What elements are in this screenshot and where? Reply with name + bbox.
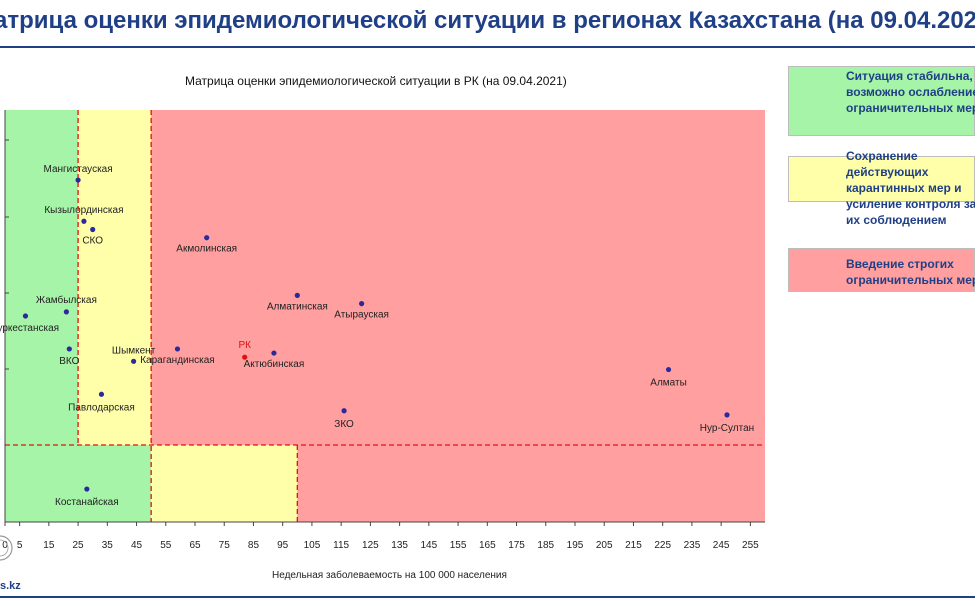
- x-tick-label-165: 165: [479, 540, 496, 551]
- point-1: [81, 218, 87, 224]
- legend-text-green: Ситуация стабильна, возможно ослабление …: [846, 69, 975, 115]
- x-axis-label: Недельная заболеваемость на 100 000 насе…: [272, 570, 507, 581]
- zone-yellow-bottom: [151, 445, 298, 522]
- point-9: [131, 358, 137, 364]
- x-tick-label-235: 235: [684, 540, 701, 551]
- point-4: [63, 309, 69, 315]
- point-label-15: ЗКО: [334, 419, 354, 430]
- legend-swatch-green: [788, 66, 975, 136]
- x-tick-label-125: 125: [362, 540, 379, 551]
- legend-text-yellow: Сохранение действующих карантинных мер и…: [846, 149, 975, 227]
- point-6: [294, 292, 300, 298]
- point-11: [242, 354, 248, 360]
- x-tick-label-0: 0: [2, 540, 8, 551]
- point-label-6: Алматинская: [267, 301, 328, 312]
- point-17: [84, 486, 90, 492]
- point-label-0: Мангистауская: [44, 164, 113, 175]
- point-10: [174, 346, 181, 352]
- point-label-8: ВКО: [59, 356, 79, 367]
- x-tick-label-15: 15: [43, 540, 55, 551]
- bottom-border: [0, 596, 975, 598]
- x-tick-label-225: 225: [654, 540, 671, 551]
- point-16: [724, 412, 730, 418]
- point-label-16: Нур-Султан: [700, 423, 754, 434]
- x-tick-label-255: 255: [742, 540, 759, 551]
- x-tick-label-45: 45: [131, 540, 143, 551]
- x-tick-label-35: 35: [102, 540, 114, 551]
- zone-red-top: [151, 110, 766, 445]
- point-label-1: Кызылординская: [44, 205, 123, 216]
- point-label-13: Павлодарская: [68, 402, 135, 413]
- point-label-4: Жамбылская: [36, 294, 97, 306]
- point-12: [271, 350, 277, 356]
- x-tick-label-145: 145: [421, 540, 438, 551]
- point-3: [204, 235, 210, 241]
- point-label-7: Атырауская: [334, 310, 389, 321]
- legend-swatch-yellow: [788, 156, 975, 202]
- x-tick-label-55: 55: [160, 540, 172, 551]
- x-tick-label-75: 75: [219, 540, 231, 551]
- x-tick-label-245: 245: [713, 540, 730, 551]
- x-tick-label-95: 95: [277, 540, 289, 551]
- x-tick-label-115: 115: [333, 540, 349, 551]
- x-tick-label-205: 205: [596, 540, 613, 551]
- logo-seal-icon: [0, 535, 13, 561]
- x-tick-label-185: 185: [537, 540, 554, 551]
- point-13: [98, 391, 105, 397]
- x-tick-label-155: 155: [450, 540, 467, 551]
- point-14: [665, 366, 672, 373]
- x-tick-label-195: 195: [567, 540, 584, 551]
- point-15: [341, 408, 347, 414]
- x-tick-label-175: 175: [508, 540, 525, 551]
- point-label-11: РК: [238, 340, 251, 351]
- point-label-12: Актюбинская: [244, 358, 305, 370]
- point-2: [90, 226, 96, 233]
- page-title: атрица оценки эпидемиологической ситуаци…: [0, 7, 975, 34]
- x-tick-label-105: 105: [304, 540, 321, 551]
- point-7: [359, 301, 365, 307]
- point-label-5: Туркестанская: [0, 323, 59, 334]
- x-tick-label-25: 25: [73, 540, 85, 551]
- zone-green-bottom: [5, 445, 152, 522]
- point-8: [66, 346, 72, 352]
- zone-red-bottom: [297, 445, 765, 522]
- x-tick-label-85: 85: [248, 540, 260, 551]
- site-logo: s.kz: [0, 580, 21, 592]
- point-0: [75, 177, 81, 183]
- x-tick-label-65: 65: [189, 540, 201, 551]
- legend-text-red: Введение строгих ограничительных мер: [846, 257, 975, 287]
- x-tick-label-5: 5: [17, 540, 23, 551]
- point-label-14: Алматы: [650, 378, 687, 389]
- point-5: [22, 313, 29, 319]
- point-label-17: Костанайская: [55, 497, 119, 508]
- x-tick-label-135: 135: [391, 540, 408, 551]
- point-label-3: Акмолинская: [176, 244, 237, 255]
- point-label-9: Шымкент: [112, 345, 156, 356]
- x-tick-label-215: 215: [625, 540, 642, 551]
- point-label-2: СКО: [82, 235, 103, 246]
- zone-yellow-top: [78, 110, 152, 445]
- legend-swatch-red: [788, 248, 975, 292]
- title-bar: атрица оценки эпидемиологической ситуаци…: [0, 0, 975, 48]
- point-label-10: Карагандинская: [140, 355, 215, 366]
- zone-green-top: [5, 110, 79, 445]
- chart-title: Матрица оценки эпидемиологической ситуац…: [185, 74, 567, 88]
